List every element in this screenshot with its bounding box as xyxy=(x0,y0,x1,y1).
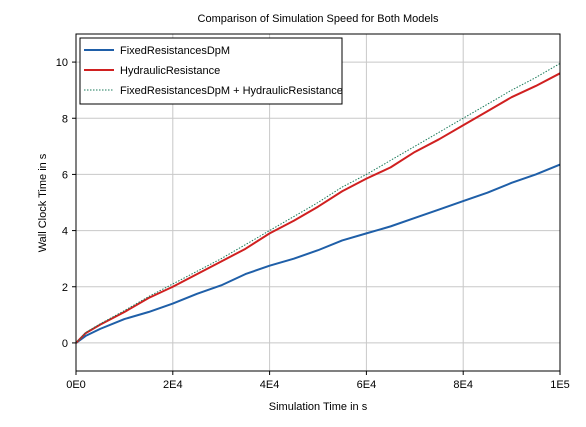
legend-label: FixedResistancesDpM xyxy=(120,45,230,57)
legend-box xyxy=(79,37,343,105)
y-tick-label: 2 xyxy=(62,282,68,294)
y-tick-label: 4 xyxy=(62,226,68,238)
y-tick-label: 6 xyxy=(62,169,68,181)
axes: 0E0 2E4 4E4 6E4 8E4 1E5 0 2 4 6 8 10 xyxy=(56,57,570,391)
series-line-1 xyxy=(75,72,561,344)
legend-label: FixedResistancesDpM + HydraulicResistanc… xyxy=(120,85,343,97)
y-tick-label: 10 xyxy=(56,57,68,69)
series-line-2 xyxy=(75,63,561,344)
series-line-0 xyxy=(75,163,561,344)
chart-title: Comparison of Simulation Speed for Both … xyxy=(198,13,439,25)
series-lines xyxy=(75,63,561,344)
legend: FixedResistancesDpM HydraulicResistance Fi… xyxy=(79,37,343,105)
x-tick-label: 2E4 xyxy=(163,379,183,391)
y-tick-label: 8 xyxy=(62,113,68,125)
x-tick-label: 0E0 xyxy=(66,379,86,391)
x-tick-label: 8E4 xyxy=(453,379,473,391)
y-axis-label: Wall Clock Time in s xyxy=(37,153,49,252)
x-axis-label: Simulation Time in s xyxy=(269,401,368,413)
y-tick-label: 0 xyxy=(62,338,68,350)
legend-label: HydraulicResistance xyxy=(120,65,220,77)
x-tick-label: 4E4 xyxy=(260,379,280,391)
plot-frame xyxy=(75,33,561,372)
x-tick-label: 6E4 xyxy=(357,379,377,391)
x-tick-label: 1E5 xyxy=(550,379,570,391)
